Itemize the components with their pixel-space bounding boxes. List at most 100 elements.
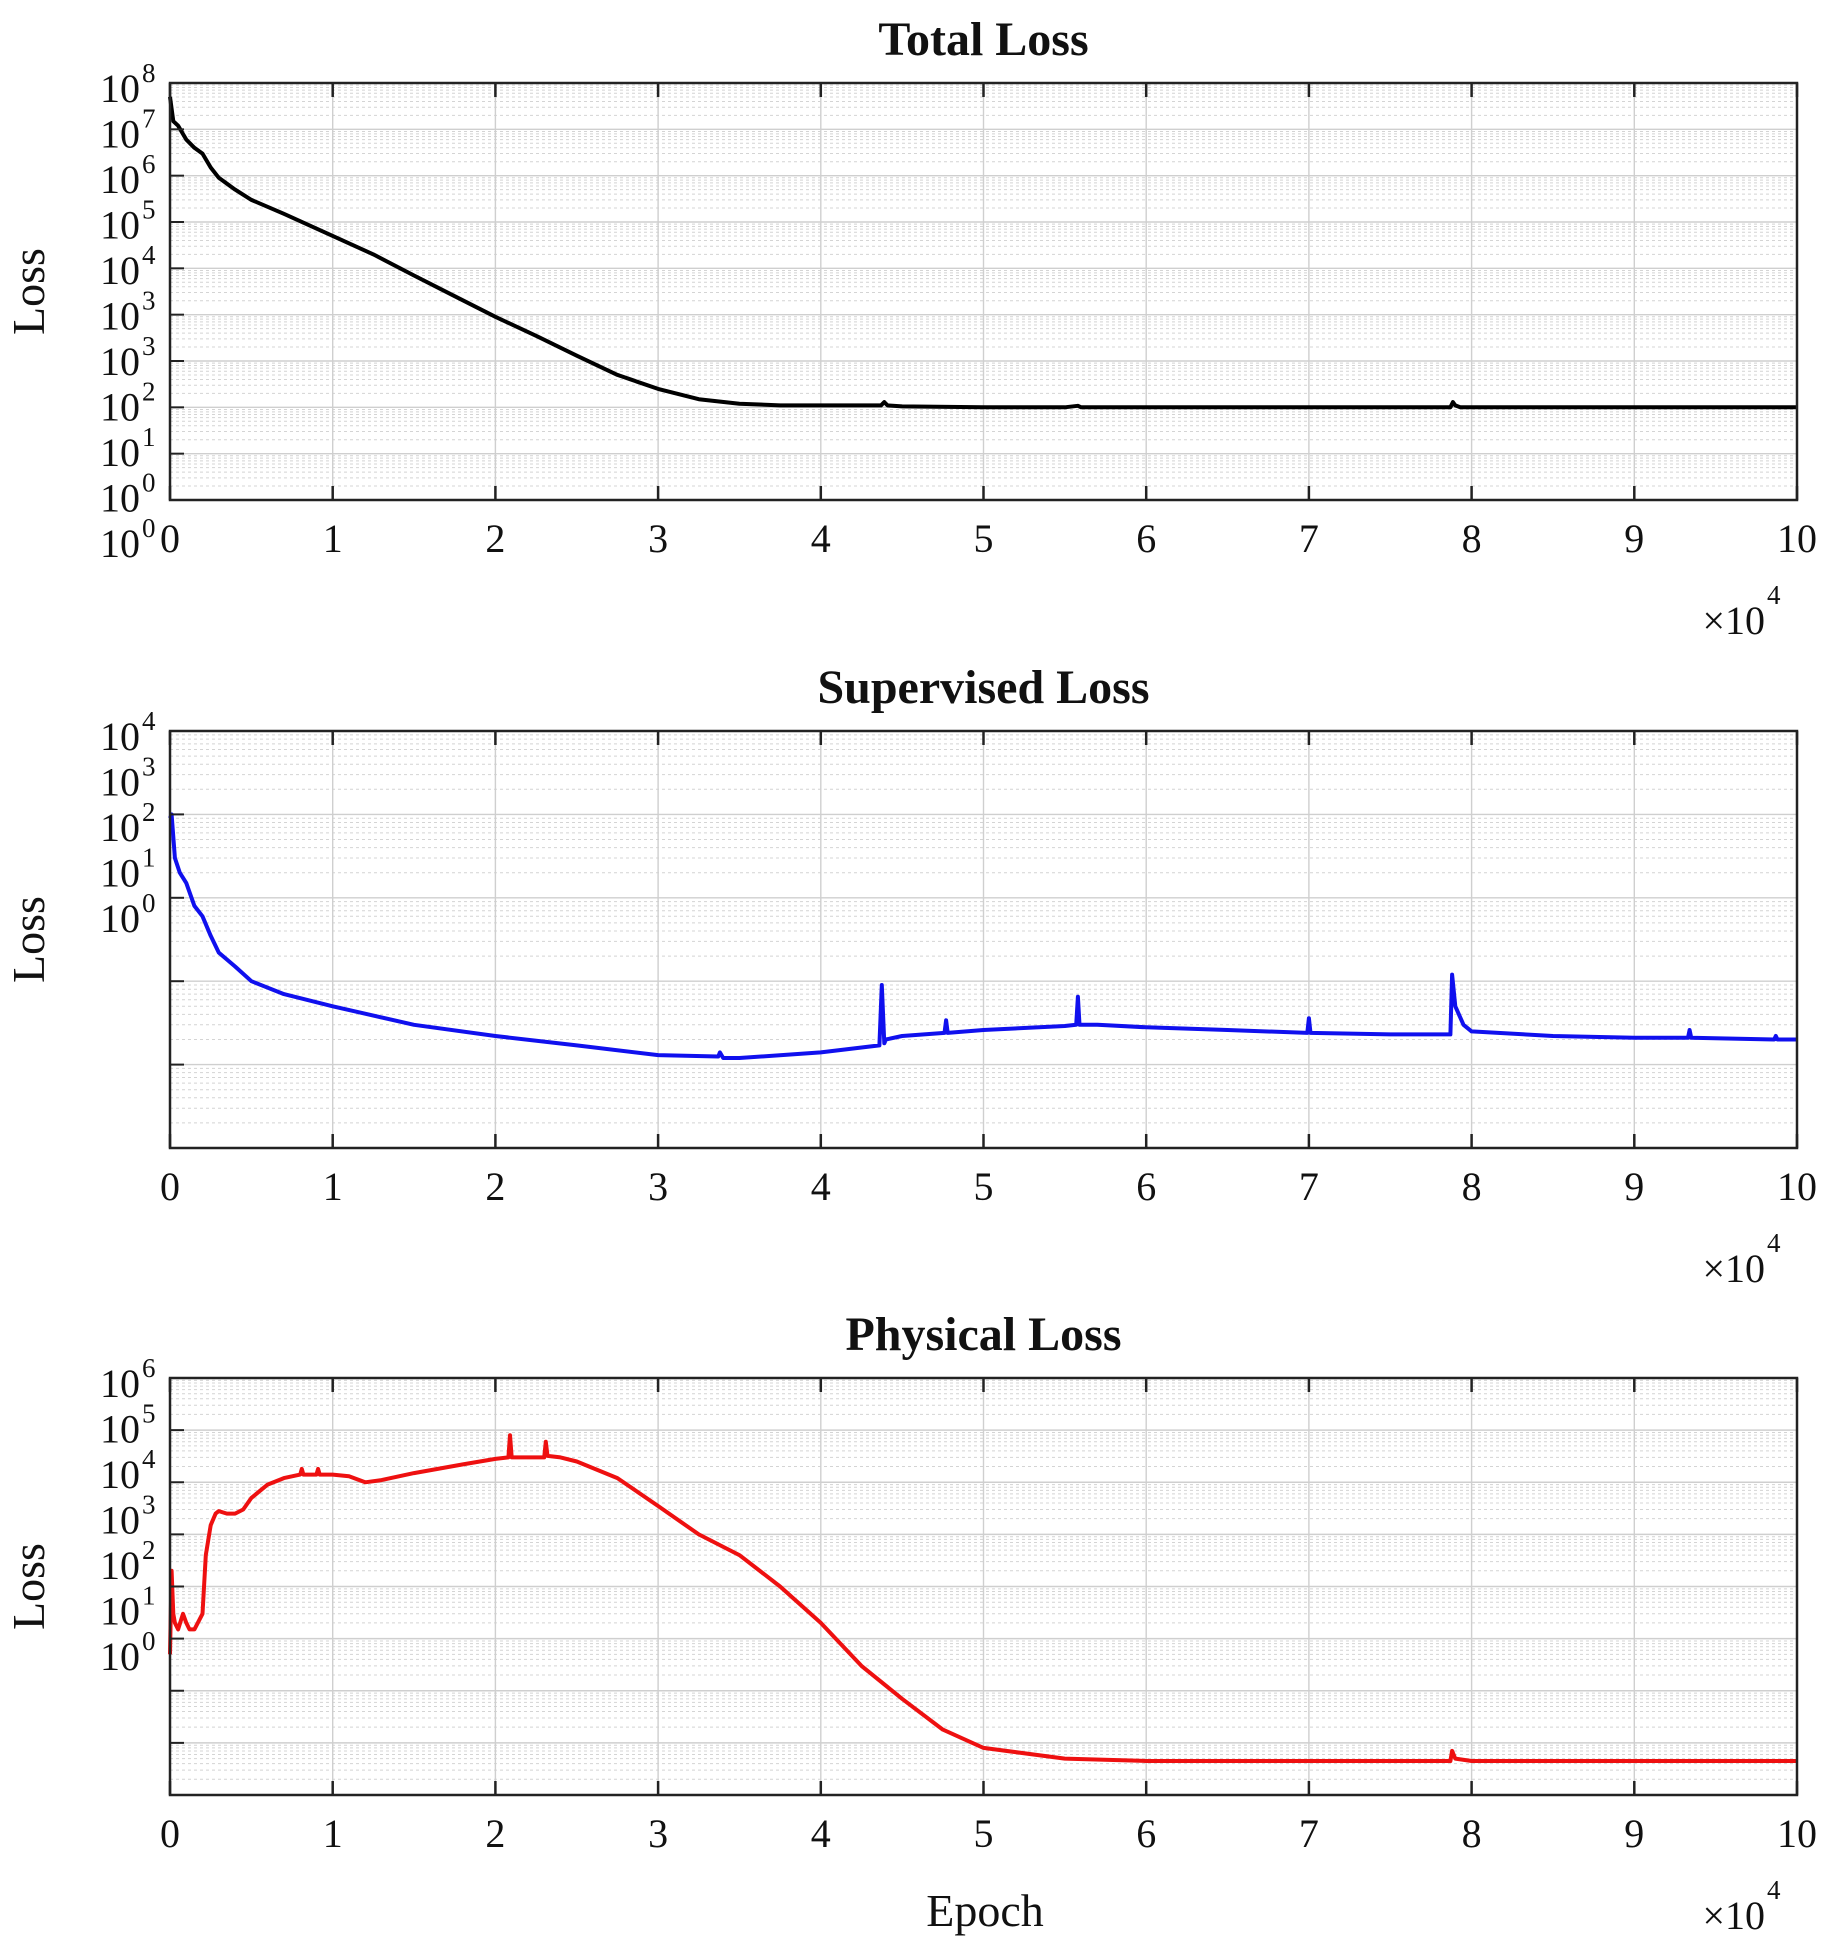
physical-loss-series-line [168,1433,1797,1763]
y-tick-exponent: 3 [142,331,156,361]
x-tick-label: 4 [811,516,831,561]
y-tick-label: 10 [100,248,140,293]
y-tick-label: 10 [100,1543,140,1588]
x-tick-label: 2 [485,1164,505,1209]
y-tick-label: 10 [100,157,140,202]
y-tick-label: 10 [100,430,140,475]
y-tick-label: 10 [100,66,140,111]
x-tick-label: 5 [974,516,994,561]
y-tick-label: 10 [100,521,140,566]
y-tick-exponent: 2 [142,797,156,827]
x-tick-label: 9 [1624,516,1644,561]
y-tick-exponent: 3 [142,286,156,316]
y-tick-exponent: 6 [142,149,156,179]
x-tick-label: 8 [1462,1164,1482,1209]
x-tick-label: 8 [1462,1811,1482,1856]
total-loss-title: Total Loss [878,13,1088,66]
x-tick-label: 1 [323,1811,343,1856]
x-tick-label: 4 [811,1811,831,1856]
supervised-loss-grid [169,730,1798,1149]
x-tick-label: 7 [1299,1811,1319,1856]
y-tick-label: 10 [100,1498,140,1543]
x-tick-label: 6 [1136,1811,1156,1856]
x-tick-label: 6 [1136,516,1156,561]
x-tick-label: 1 [323,1164,343,1209]
x-tick-label: 4 [811,1164,831,1209]
x-scale-exponent: 4 [1767,1875,1781,1905]
y-tick-exponent: 1 [142,1581,156,1611]
x-tick-label: 0 [160,1811,180,1856]
y-tick-label: 10 [100,1634,140,1679]
total-loss-grid [169,82,1798,501]
y-tick-label: 10 [100,476,140,521]
y-tick-label: 10 [100,1452,140,1497]
x-tick-label: 3 [648,1811,668,1856]
y-tick-label: 10 [100,339,140,384]
x-tick-label: 1 [323,516,343,561]
y-tick-label: 10 [100,112,140,157]
total-loss-series-line [168,96,1797,410]
physical-loss-title: Physical Loss [845,1308,1121,1361]
y-tick-exponent: 0 [142,513,156,543]
y-tick-label: 10 [100,805,140,850]
y-tick-exponent: 4 [142,706,156,736]
y-tick-label: 10 [100,1361,140,1406]
y-tick-exponent: 2 [142,1535,156,1565]
x-scale-multiplier: ×10 [1702,1246,1765,1291]
x-scale-exponent: 4 [1767,580,1781,610]
x-tick-label: 5 [974,1811,994,1856]
y-tick-label: 10 [100,760,140,805]
supervised-loss-series-line [168,812,1797,1060]
x-tick-label: 2 [485,1811,505,1856]
y-tick-label: 10 [100,714,140,759]
y-tick-exponent: 4 [142,1444,156,1474]
physical-loss-y-axis-label: Loss [3,1543,54,1630]
y-tick-exponent: 1 [142,843,156,873]
y-tick-exponent: 3 [142,752,156,782]
x-scale-multiplier: ×10 [1702,1893,1765,1938]
y-tick-exponent: 5 [142,195,156,225]
y-tick-exponent: 7 [142,104,156,134]
x-scale-exponent: 4 [1767,1228,1781,1258]
y-tick-label: 10 [100,294,140,339]
y-tick-exponent: 0 [142,1626,156,1656]
x-tick-label: 10 [1777,1811,1817,1856]
x-tick-label: 3 [648,1164,668,1209]
y-tick-exponent: 8 [142,58,156,88]
y-tick-exponent: 0 [142,888,156,918]
y-tick-exponent: 2 [142,377,156,407]
y-tick-exponent: 3 [142,1490,156,1520]
x-tick-label: 9 [1624,1811,1644,1856]
x-tick-label: 5 [974,1164,994,1209]
y-tick-exponent: 1 [142,422,156,452]
x-tick-label: 2 [485,516,505,561]
y-tick-label: 10 [100,385,140,430]
x-tick-label: 6 [1136,1164,1156,1209]
x-tick-label: 9 [1624,1164,1644,1209]
y-tick-label: 10 [100,851,140,896]
y-tick-label: 10 [100,1589,140,1634]
supervised-loss-title: Supervised Loss [817,661,1149,714]
total-loss-y-axis-label: Loss [3,248,54,335]
x-tick-label: 10 [1777,1164,1817,1209]
y-tick-label: 10 [100,896,140,941]
y-tick-exponent: 5 [142,1399,156,1429]
supervised-loss-y-axis-label: Loss [3,896,54,983]
y-tick-exponent: 6 [142,1353,156,1383]
y-tick-label: 10 [100,1407,140,1452]
x-scale-multiplier: ×10 [1702,598,1765,643]
y-tick-exponent: 0 [142,468,156,498]
x-tick-label: 0 [160,516,180,561]
x-tick-label: 7 [1299,516,1319,561]
x-tick-label: 7 [1299,1164,1319,1209]
x-tick-label: 3 [648,516,668,561]
x-tick-label: 8 [1462,516,1482,561]
x-axis-label: Epoch [926,1885,1044,1936]
x-tick-label: 0 [160,1164,180,1209]
x-tick-label: 10 [1777,516,1817,561]
y-tick-exponent: 4 [142,240,156,270]
